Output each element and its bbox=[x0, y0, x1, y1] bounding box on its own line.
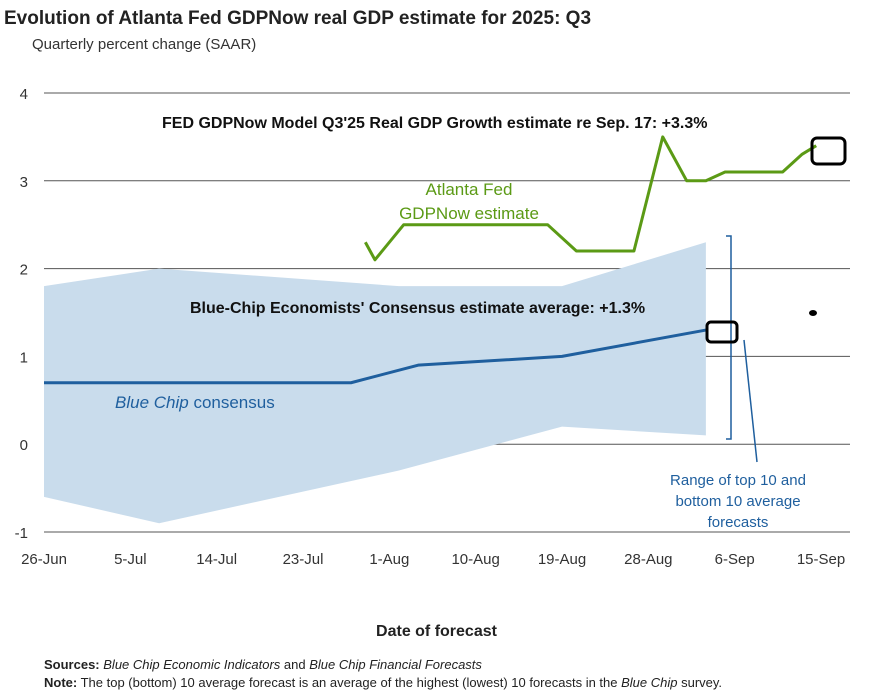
x-tick-label: 5-Jul bbox=[114, 551, 147, 568]
x-tick-label: 19-Aug bbox=[538, 551, 586, 568]
y-tick-label: 3 bbox=[20, 174, 28, 191]
gdpnow-annotation: FED GDPNow Model Q3'25 Real GDP Growth e… bbox=[162, 115, 707, 132]
sources-part2: Blue Chip Financial Forecasts bbox=[309, 657, 482, 672]
series-line-gdpnow bbox=[364, 135, 817, 262]
note-italic: Blue Chip bbox=[621, 675, 678, 690]
bluechip-legend-label: Blue Chip consensus bbox=[115, 393, 275, 412]
x-tick-label: 6-Sep bbox=[715, 551, 755, 568]
gdpnow-legend-label-2: GDPNow estimate bbox=[399, 204, 539, 223]
sources-label: Sources: bbox=[44, 657, 100, 672]
x-tick-label: 23-Jul bbox=[283, 551, 324, 568]
x-tick-label: 15-Sep bbox=[797, 551, 845, 568]
x-tick-label: 1-Aug bbox=[369, 551, 409, 568]
footnotes: Sources: Blue Chip Economic Indicators a… bbox=[44, 656, 722, 692]
x-axis-ticks: 26-Jun 5-Jul 14-Jul 23-Jul 1-Aug 10-Aug 19-Aug… bbox=[21, 551, 845, 568]
sources-line: Sources: Blue Chip Economic Indicators a… bbox=[44, 656, 722, 674]
note-end: survey. bbox=[677, 675, 723, 690]
note-label: Note: bbox=[44, 675, 78, 690]
chart-subtitle: Quarterly percent change (SAAR) bbox=[32, 36, 257, 53]
bluechip-legend-rest: consensus bbox=[189, 393, 275, 412]
series-line-blue-chip bbox=[44, 328, 707, 385]
x-tick-label: 10-Aug bbox=[451, 551, 499, 568]
x-tick-label: 28-Aug bbox=[624, 551, 672, 568]
y-tick-label: -1 bbox=[15, 525, 28, 542]
sources-part1: Blue Chip Economic Indicators bbox=[103, 657, 281, 672]
y-tick-label: 1 bbox=[20, 349, 28, 366]
range-band bbox=[44, 242, 706, 524]
y-tick-label: 2 bbox=[20, 262, 28, 279]
range-label-1: Range of top 10 and bbox=[670, 472, 806, 489]
stray-dot bbox=[809, 310, 817, 316]
y-tick-label: 0 bbox=[20, 437, 28, 454]
note-line: Note: The top (bottom) 10 average foreca… bbox=[44, 674, 722, 692]
range-leader-line bbox=[743, 339, 758, 463]
gdpnow-highlight-box bbox=[810, 136, 847, 166]
bluechip-annotation: Blue-Chip Economists' Consensus estimate… bbox=[190, 300, 645, 317]
sources-and: and bbox=[280, 657, 310, 672]
range-label-3: forecasts bbox=[708, 514, 769, 531]
range-label-2: bottom 10 average bbox=[675, 493, 800, 510]
x-axis-label: Date of forecast bbox=[376, 623, 497, 640]
range-bracket bbox=[726, 235, 732, 440]
y-tick-label: 4 bbox=[20, 86, 28, 103]
note-text: The top (bottom) 10 average forecast is … bbox=[77, 675, 622, 690]
x-tick-label: 26-Jun bbox=[21, 551, 67, 568]
bluechip-legend-italic: Blue Chip bbox=[115, 393, 189, 412]
gdpnow-legend-label-1: Atlanta Fed bbox=[426, 180, 513, 199]
x-tick-label: 14-Jul bbox=[196, 551, 237, 568]
bluechip-highlight-box bbox=[705, 320, 739, 344]
chart-title: Evolution of Atlanta Fed GDPNow real GDP… bbox=[4, 8, 592, 29]
y-axis-ticks: -1 0 1 2 3 4 bbox=[15, 86, 28, 542]
